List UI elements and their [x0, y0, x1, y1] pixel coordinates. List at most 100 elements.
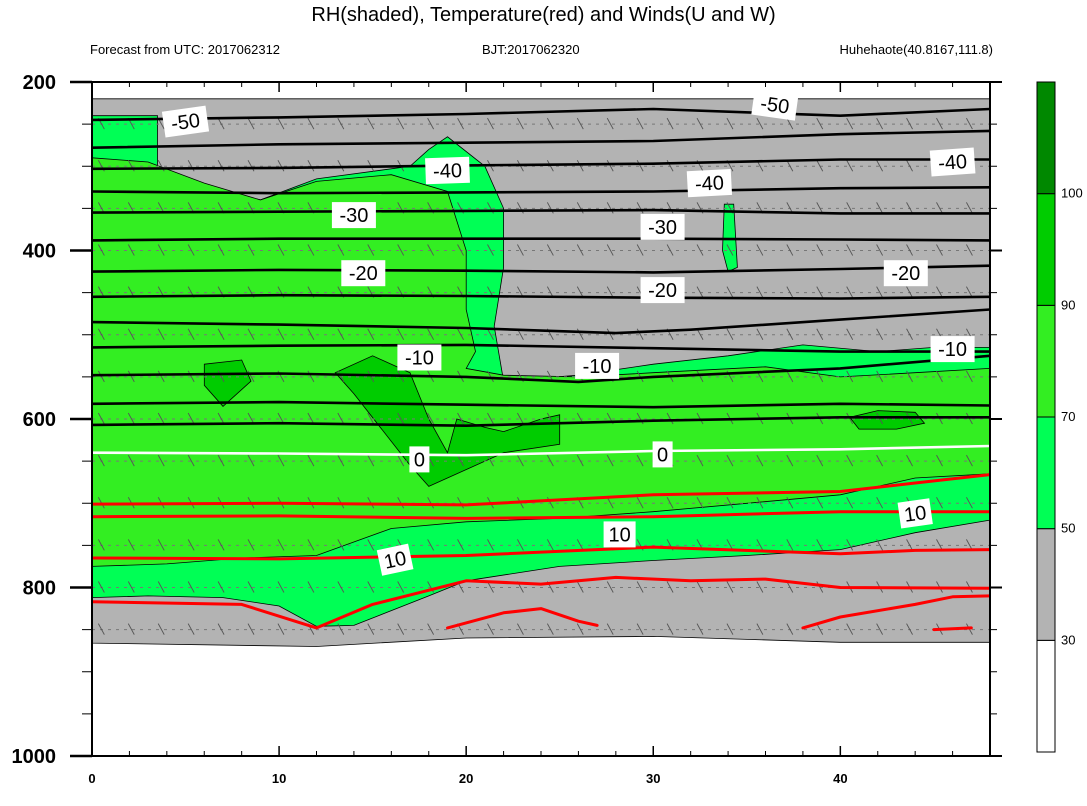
wind-barb — [816, 286, 824, 298]
temperature-contours — [92, 107, 990, 632]
wind-barb — [756, 581, 764, 593]
wind-barb — [367, 117, 375, 130]
wind-barb — [217, 412, 225, 425]
wind-barb — [457, 244, 464, 256]
wind-barb — [876, 286, 884, 298]
wind-barb — [726, 497, 734, 509]
wind-barb — [546, 244, 554, 256]
wind-barb — [247, 160, 255, 172]
wind-barb — [367, 412, 375, 425]
wind-barb — [726, 581, 734, 593]
contour-label-text: -20 — [891, 263, 920, 285]
wind-barb — [427, 328, 435, 340]
wind-barb — [307, 370, 315, 383]
wind-barb — [636, 581, 644, 593]
contour-label-box — [652, 441, 673, 468]
wind-barb — [307, 454, 315, 467]
wind-barb — [846, 244, 854, 256]
wind-barb — [457, 454, 464, 467]
wind-barb — [726, 117, 734, 130]
contour-label-10: -10 — [397, 344, 442, 371]
wind-barb — [187, 581, 195, 593]
wind-barb — [936, 454, 943, 467]
contour-label-2: -40 — [425, 156, 470, 185]
wind-barb — [127, 454, 135, 467]
wind-barb — [127, 623, 135, 635]
wind-barb — [337, 581, 345, 593]
wind-barb — [127, 370, 135, 383]
wind-barb — [487, 370, 494, 383]
wind-barb — [786, 454, 794, 467]
x-tick-label: 40 — [833, 771, 847, 786]
wind-barb — [636, 497, 644, 509]
contour-label-text: -20 — [648, 280, 677, 302]
wind-barb — [517, 539, 524, 551]
wind-barb — [666, 117, 674, 130]
wind-barb — [337, 370, 345, 383]
wind-barb — [307, 412, 315, 425]
wind-barb — [517, 412, 524, 425]
wind-barb — [157, 623, 165, 635]
wind-barb — [546, 117, 554, 130]
contour-label-box — [930, 336, 975, 363]
wind-barb — [457, 328, 464, 340]
wind-barb — [397, 623, 405, 635]
wind-barb — [247, 623, 255, 635]
wind-barb — [696, 623, 704, 635]
temperature-line-0 — [92, 107, 990, 122]
wind-barb — [696, 370, 704, 383]
contour-label-text: 10 — [608, 524, 630, 546]
wind-barb — [876, 117, 884, 130]
wind-barb — [936, 202, 943, 214]
temperature-line-20 — [932, 626, 973, 632]
wind-barb — [517, 623, 524, 635]
wind-barb — [157, 412, 165, 425]
wind-barb — [666, 497, 674, 509]
wind-barb — [846, 454, 854, 467]
wind-barb — [606, 623, 614, 635]
contour-label-text: -10 — [583, 356, 612, 378]
wind-barb — [846, 328, 854, 340]
contour-label-text: -10 — [938, 339, 967, 361]
contour-label-text: 0 — [657, 444, 668, 466]
temperature-line-19 — [801, 594, 990, 630]
x-tick-label: 0 — [88, 771, 95, 786]
wind-barb — [726, 244, 734, 256]
wind-barb — [517, 244, 524, 256]
rh-region-3 — [92, 157, 990, 567]
wind-barb — [367, 244, 375, 256]
wind-barb — [397, 454, 405, 467]
contour-label-box — [161, 105, 210, 138]
wind-barb — [457, 117, 464, 130]
wind-barb — [307, 244, 315, 256]
wind-barb — [906, 202, 913, 214]
contour-label-box — [341, 260, 386, 287]
contour-label-text: -30 — [339, 205, 368, 227]
wind-barb — [397, 117, 405, 130]
wind-barb — [307, 328, 315, 340]
wind-barb — [786, 117, 794, 130]
wind-barb — [397, 497, 405, 509]
contour-label-7: -20 — [341, 260, 386, 287]
wind-barb — [487, 244, 494, 256]
wind-barb — [157, 244, 165, 256]
wind-barb — [816, 581, 824, 593]
wind-barb — [816, 160, 824, 172]
wind-barb — [606, 244, 614, 256]
wind-barb — [906, 328, 913, 340]
wind-barb — [576, 454, 584, 467]
wind-barb — [726, 286, 734, 298]
wind-barb — [966, 202, 973, 214]
wind-barb — [337, 412, 345, 425]
wind-barb — [427, 497, 435, 509]
wind-barb — [427, 623, 435, 635]
wind-barb — [457, 497, 464, 509]
colorbar-cell — [1036, 528, 1056, 641]
wind-barb — [636, 117, 644, 130]
colorbar-cell — [1036, 639, 1056, 753]
wind-barb — [277, 623, 285, 635]
contour-label-3: -40 — [686, 168, 733, 198]
station-label: Huhehaote(40.8167,111.8) — [839, 42, 993, 57]
wind-barb — [187, 244, 195, 256]
wind-barb — [786, 160, 794, 172]
